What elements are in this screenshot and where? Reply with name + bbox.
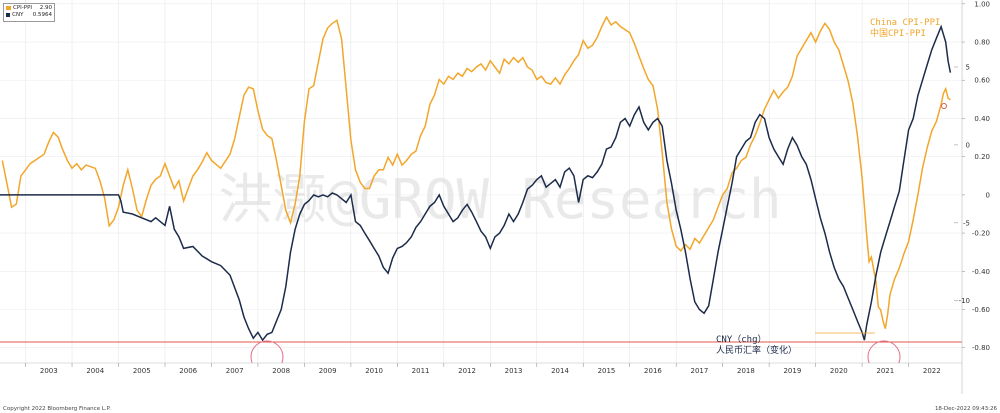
y-tick-label: -0.40 [972, 268, 990, 276]
x-tick-label: 2005 [133, 367, 151, 375]
cpi-ppi-annotation-en: China CPI-PPI [870, 18, 940, 28]
legend-label: CPI-PPI [13, 4, 33, 11]
x-tick-label: 2004 [86, 367, 104, 375]
x-tick-label: 2015 [598, 367, 616, 375]
x-tick-label: 2010 [365, 367, 383, 375]
legend-swatch-cpi-ppi [6, 5, 11, 10]
y-tick-label: 0.80 [974, 39, 990, 47]
y-tick-label: 0 [986, 191, 990, 199]
series-line-cny [0, 24, 952, 342]
y-tick-label: 0.20 [974, 153, 990, 161]
legend-swatch-cny [6, 12, 11, 17]
right-y-axis: 1.00 0.80 0.60 0.40 0.20 0 -0.20 -0.40 -0.60 -0.8… [962, 0, 990, 352]
x-tick-label: 2020 [830, 367, 848, 375]
legend: CPI-PPI 2.90 CNY 0.5964 [3, 3, 55, 22]
inner-y-tick-label: 5 [966, 63, 970, 71]
y-tick-label: 0.60 [974, 77, 990, 85]
legend-value: 2.90 [39, 4, 52, 11]
x-axis-band [0, 363, 962, 394]
y-tick-label: 0.40 [974, 115, 990, 123]
inner-y-tick-label: -10 [959, 297, 970, 305]
x-tick-label: 2014 [551, 367, 569, 375]
cny-annotation-cn: 人民币汇率（变化） [716, 344, 797, 356]
watermark: 洪灏@GROW Research [218, 168, 781, 231]
legend-item-cny: CNY 0.5964 [4, 11, 54, 18]
x-tick-label: 2021 [876, 367, 894, 375]
x-tick-label: 2011 [412, 367, 430, 375]
cpi-ppi-annotation-cn: 中国CPI-PPI [870, 27, 926, 39]
x-tick-label: 2012 [458, 367, 476, 375]
timestamp-text: 18-Dec-2022 09:43:26 [935, 406, 998, 412]
y-tick-label: -0.20 [972, 230, 990, 238]
x-tick-label: 2009 [319, 367, 337, 375]
x-tick-label: 2003 [40, 367, 58, 375]
x-axis-ticks: 2003 2004 2005 2006 2007 2008 2009 2010 2011 2012… [25, 363, 941, 375]
x-tick-label: 2007 [226, 367, 244, 375]
legend-label: CNY [12, 11, 24, 18]
series-line-cpi-ppi [1, 15, 951, 329]
last-value-marker [941, 103, 947, 109]
legend-item-cpi-ppi: CPI-PPI 2.90 [4, 4, 54, 11]
legend-value: 0.5964 [32, 11, 52, 18]
x-tick-label: 2008 [272, 367, 290, 375]
x-tick-label: 2019 [783, 367, 801, 375]
inner-y-axis: 5 0 -5 -10 [954, 63, 970, 305]
cny-annotation-en: CNY（chg） [716, 334, 767, 345]
x-tick-label: 2016 [644, 367, 662, 375]
x-tick-label: 2018 [737, 367, 755, 375]
horizontal-gridlines [0, 3, 962, 349]
y-tick-label: -0.80 [972, 344, 990, 352]
x-tick-label: 2022 [923, 367, 941, 375]
copyright-text: Copyright 2022 Bloomberg Finance L.P. [3, 406, 111, 412]
x-tick-label: 2017 [691, 367, 709, 375]
y-tick-label: -0.60 [972, 306, 990, 314]
inner-y-tick-label: 0 [966, 141, 970, 149]
y-tick-label: 1.00 [974, 0, 990, 8]
x-tick-label: 2006 [179, 367, 197, 375]
x-tick-label: 2013 [505, 367, 523, 375]
inner-y-tick-label: -5 [963, 219, 970, 227]
